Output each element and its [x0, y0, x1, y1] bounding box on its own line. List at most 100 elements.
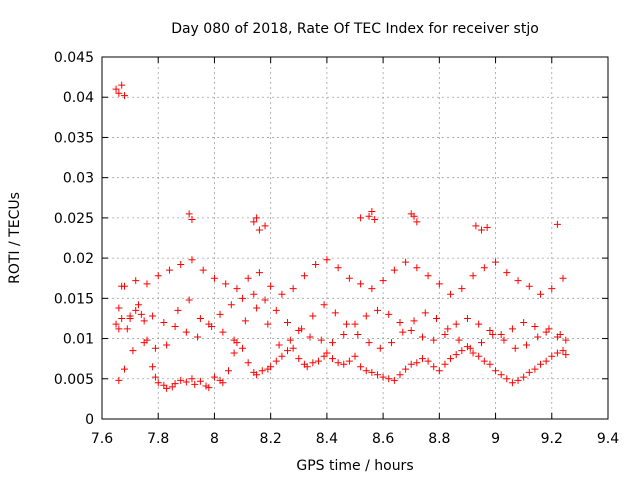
data-point — [433, 314, 441, 322]
data-point — [553, 349, 561, 357]
data-point — [413, 218, 421, 226]
data-point — [334, 359, 342, 367]
data-point — [188, 215, 196, 223]
data-point — [520, 373, 528, 381]
data-point — [244, 359, 252, 367]
data-point — [112, 85, 120, 93]
data-point — [286, 336, 294, 344]
x-axis-label: GPS time / hours — [296, 458, 413, 474]
data-point — [309, 359, 317, 367]
data-point — [452, 351, 460, 359]
data-point — [278, 290, 286, 298]
data-point — [135, 301, 143, 309]
data-point — [230, 336, 238, 344]
data-point — [261, 222, 269, 230]
data-point — [163, 384, 171, 392]
x-tick-label: 8.2 — [260, 431, 282, 447]
x-tick-label: 8.6 — [372, 431, 394, 447]
data-point — [362, 367, 370, 375]
data-point — [478, 339, 485, 347]
plot-frame — [101, 56, 609, 420]
data-point — [115, 304, 123, 312]
data-point — [396, 318, 404, 326]
data-point — [115, 325, 123, 333]
data-point — [331, 309, 339, 317]
y-tick-label: 0.03 — [63, 171, 94, 187]
data-point — [396, 371, 404, 379]
data-point — [309, 312, 317, 320]
data-point — [435, 367, 443, 375]
data-point — [483, 224, 491, 232]
data-point — [345, 274, 353, 282]
data-point — [556, 331, 564, 339]
data-point — [548, 285, 556, 293]
data-point — [219, 328, 227, 336]
data-point — [132, 306, 140, 314]
data-point — [132, 277, 140, 285]
data-point — [250, 290, 258, 298]
data-point — [368, 285, 376, 293]
data-point — [379, 373, 387, 381]
data-point — [120, 365, 128, 373]
data-point — [410, 317, 418, 325]
y-tick-label: 0 — [85, 412, 94, 428]
data-point — [478, 226, 485, 234]
data-point — [112, 320, 120, 328]
data-point — [151, 344, 159, 352]
data-point — [441, 360, 449, 368]
data-point — [177, 376, 185, 384]
data-point — [537, 290, 545, 298]
data-point — [284, 318, 292, 326]
data-point — [258, 367, 266, 375]
data-point — [298, 325, 306, 333]
data-point — [210, 373, 218, 381]
data-point — [373, 306, 381, 314]
y-tick-label: 0.015 — [54, 291, 94, 307]
data-point — [222, 280, 230, 288]
data-point — [149, 363, 157, 371]
x-axis-ticks: 7.6 7.8 8 8.2 8.4 8.6 8.8 9 9.2 9.4 — [91, 57, 619, 447]
data-point — [320, 301, 328, 309]
data-point — [171, 322, 179, 330]
data-point — [413, 264, 421, 272]
data-point — [399, 328, 407, 336]
data-point — [154, 379, 162, 387]
x-tick-label: 8 — [210, 431, 219, 447]
data-point — [123, 325, 131, 333]
data-point — [503, 269, 511, 277]
data-point — [174, 306, 182, 314]
data-point — [253, 304, 261, 312]
data-point — [351, 352, 359, 360]
data-point — [545, 325, 553, 333]
y-tick-label: 0.025 — [54, 211, 94, 227]
data-point — [345, 357, 353, 365]
data-point — [472, 222, 480, 230]
data-point — [531, 365, 539, 373]
data-point — [196, 377, 204, 385]
data-point — [385, 310, 393, 318]
data-point — [120, 92, 128, 100]
data-point — [447, 355, 455, 363]
data-point — [458, 285, 466, 293]
y-tick-label: 0.01 — [63, 332, 94, 348]
x-tick-label: 8.8 — [428, 431, 450, 447]
data-point — [368, 368, 376, 376]
data-point — [480, 264, 488, 272]
data-point — [120, 282, 128, 290]
data-point — [553, 220, 561, 228]
data-point — [289, 285, 297, 293]
data-point — [275, 341, 283, 349]
data-point — [500, 336, 508, 344]
data-point — [421, 309, 429, 317]
data-point — [177, 261, 185, 269]
data-point — [140, 339, 148, 347]
data-point — [126, 314, 134, 322]
data-point — [171, 380, 179, 388]
data-point — [129, 347, 137, 355]
data-point — [407, 360, 415, 368]
data-point — [424, 357, 432, 365]
data-point — [362, 312, 370, 320]
data-point — [323, 256, 331, 264]
data-point — [306, 333, 314, 341]
data-point — [489, 331, 497, 339]
